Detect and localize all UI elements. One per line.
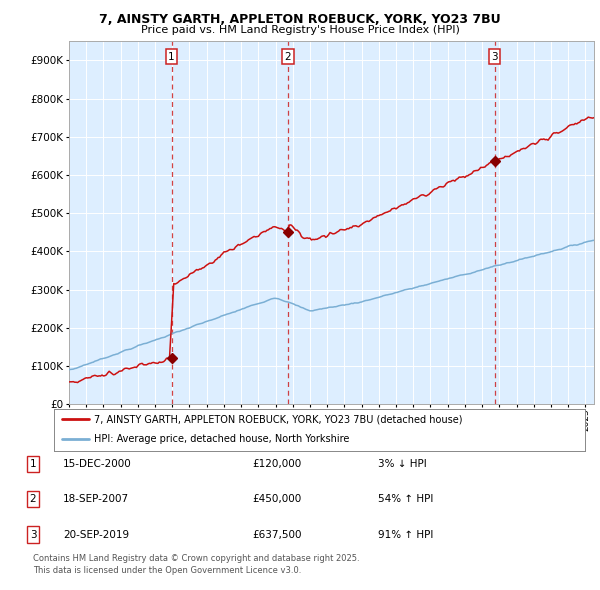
Text: 1: 1 <box>29 459 37 468</box>
Text: £637,500: £637,500 <box>252 530 302 539</box>
Text: 20-SEP-2019: 20-SEP-2019 <box>63 530 129 539</box>
Text: 3: 3 <box>491 51 498 61</box>
Text: Price paid vs. HM Land Registry's House Price Index (HPI): Price paid vs. HM Land Registry's House … <box>140 25 460 35</box>
Text: 3: 3 <box>29 530 37 539</box>
Text: £450,000: £450,000 <box>252 494 301 504</box>
Text: 7, AINSTY GARTH, APPLETON ROEBUCK, YORK, YO23 7BU (detached house): 7, AINSTY GARTH, APPLETON ROEBUCK, YORK,… <box>94 415 463 424</box>
Text: 3% ↓ HPI: 3% ↓ HPI <box>378 459 427 468</box>
Text: 7, AINSTY GARTH, APPLETON ROEBUCK, YORK, YO23 7BU: 7, AINSTY GARTH, APPLETON ROEBUCK, YORK,… <box>99 13 501 26</box>
Text: 2: 2 <box>29 494 37 504</box>
Text: £120,000: £120,000 <box>252 459 301 468</box>
Text: 18-SEP-2007: 18-SEP-2007 <box>63 494 129 504</box>
Text: HPI: Average price, detached house, North Yorkshire: HPI: Average price, detached house, Nort… <box>94 434 349 444</box>
Text: 54% ↑ HPI: 54% ↑ HPI <box>378 494 433 504</box>
Text: 2: 2 <box>284 51 291 61</box>
Text: 1: 1 <box>168 51 175 61</box>
Text: Contains HM Land Registry data © Crown copyright and database right 2025.
This d: Contains HM Land Registry data © Crown c… <box>33 555 359 575</box>
Text: 91% ↑ HPI: 91% ↑ HPI <box>378 530 433 539</box>
Text: 15-DEC-2000: 15-DEC-2000 <box>63 459 132 468</box>
